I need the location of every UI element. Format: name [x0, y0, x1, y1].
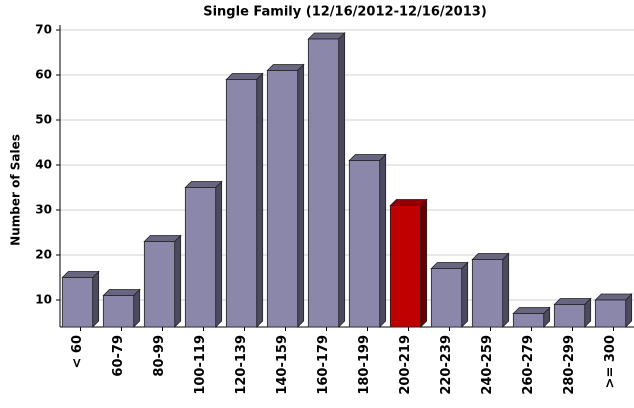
- bar-side: [379, 153, 387, 328]
- bar-front: [471, 259, 504, 328]
- bar: [266, 63, 305, 328]
- y-tick-label: 60: [35, 68, 52, 82]
- bar-side: [215, 180, 223, 328]
- bar-top: [102, 289, 141, 296]
- bar-top: [553, 298, 592, 305]
- x-tick-label: 100-119: [193, 335, 208, 395]
- x-tick-label: 280-299: [562, 335, 577, 395]
- x-tick-label: >= 300: [603, 335, 618, 388]
- bar-top: [61, 271, 100, 278]
- bar-side: [256, 72, 264, 328]
- bar-front: [225, 79, 258, 328]
- bar: [348, 153, 387, 328]
- bar-front: [389, 205, 422, 328]
- bar: [512, 306, 551, 328]
- x-tick-label: 160-179: [316, 335, 331, 395]
- bar-top: [225, 73, 264, 80]
- bar-top: [184, 181, 223, 188]
- y-tick-label: 20: [35, 248, 52, 262]
- x-tick-label: 220-239: [439, 335, 454, 395]
- y-axis-label: Number of Sales: [9, 134, 23, 246]
- bar-top: [266, 64, 305, 71]
- bar-front: [61, 277, 94, 328]
- bar-top: [594, 293, 633, 301]
- bar-front: [594, 299, 627, 328]
- bar: [225, 72, 264, 328]
- bar-front: [184, 187, 217, 328]
- bar-top: [430, 262, 469, 269]
- bar-top: [471, 253, 510, 260]
- bar-side: [338, 32, 346, 328]
- bar: [143, 234, 182, 328]
- bar-top: [143, 235, 182, 242]
- bar-front: [143, 241, 176, 328]
- bar-top: [389, 199, 428, 206]
- bar-front: [430, 268, 463, 328]
- x-tick-label: 200-219: [398, 335, 413, 395]
- bar-front: [348, 160, 381, 328]
- bar: [61, 270, 100, 328]
- x-tick-label: 120-139: [234, 335, 249, 395]
- bar-top: [307, 32, 346, 40]
- y-tick-label: 10: [35, 293, 52, 307]
- y-tick-label: 50: [35, 113, 52, 127]
- bar-side: [420, 198, 428, 328]
- bar: [430, 261, 469, 328]
- bar-front: [266, 70, 299, 328]
- x-tick-label: 60-79: [111, 335, 126, 377]
- bar-side: [92, 270, 100, 328]
- chart-title: Single Family (12/16/2012-12/16/2013): [203, 5, 487, 20]
- y-tick-label: 70: [35, 23, 52, 37]
- x-tick-label: 240-259: [480, 335, 495, 395]
- x-tick-label: 180-199: [357, 335, 372, 395]
- bar: [184, 180, 223, 328]
- bar-front: [512, 313, 545, 328]
- bar-side: [174, 234, 182, 328]
- bar-top: [512, 307, 551, 314]
- y-tick-label: 30: [35, 203, 52, 217]
- x-tick-label: < 60: [70, 335, 85, 369]
- bar: [594, 293, 633, 328]
- bar: [102, 288, 141, 328]
- bar-front: [553, 304, 586, 328]
- bar-front: [102, 295, 135, 328]
- bar-front: [307, 38, 340, 328]
- bar: [471, 252, 510, 328]
- x-tick-label: 260-279: [521, 335, 536, 395]
- bar-side: [502, 252, 510, 328]
- bar: [389, 198, 428, 328]
- y-tick-label: 40: [35, 158, 52, 172]
- bar: [553, 297, 592, 328]
- x-tick-label: 140-159: [275, 335, 290, 395]
- bar: [307, 32, 346, 328]
- bar-side: [297, 63, 305, 328]
- bar-side: [461, 261, 469, 328]
- bar-top: [348, 154, 387, 161]
- x-tick-label: 80-99: [152, 335, 167, 377]
